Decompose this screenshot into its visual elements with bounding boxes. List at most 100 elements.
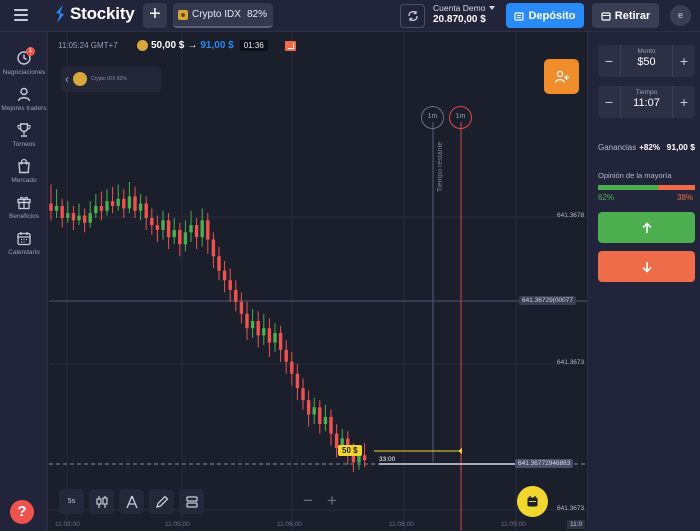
time-tick-label: 11:06:00 [277,521,302,528]
candles-type-button[interactable] [89,489,114,514]
withdraw-button[interactable]: Retirar [592,3,659,28]
sidebar-label: Negociaciones [0,69,48,76]
time-field[interactable]: Tiempo 11:07 [620,86,673,118]
pencil-icon [155,495,169,509]
crypto-coin-icon [137,40,148,51]
opinion-title: Opinión de la mayoría [598,171,671,180]
candles [49,182,366,472]
amount-field[interactable]: Monto $50 [620,45,673,77]
candle-up [189,225,192,232]
sidebar-item-calendar[interactable]: Calendario [0,230,48,256]
asset-mini-card[interactable]: ‹ Crypto IDX 82% [61,66,161,92]
menu-icon[interactable] [14,9,28,21]
add-asset-button[interactable]: + [143,3,167,28]
candle-down [234,290,237,302]
profit-label: Ganancias [598,143,636,152]
account-type: Cuenta Demo [433,3,485,13]
bet-time-label: 33:00 [379,456,395,463]
amount-stepper: − Monto $50 + [598,45,695,77]
withdraw-icon [601,11,611,21]
candle-down [290,362,293,374]
candle-down [223,271,226,281]
trade-amount: 50,00 $ [151,40,184,51]
candle-up [89,213,92,223]
compass-icon [125,495,139,509]
opinion-up-fill [598,185,658,190]
price-tick-label: 641.3678 [557,212,584,219]
wallet-icon [514,11,524,21]
deposit-button[interactable]: Depósito [506,3,584,28]
account-selector[interactable]: Cuenta Demo 20.870,00 $ [433,3,495,25]
expiry-chip[interactable]: 1m [449,106,472,129]
zoom-in-button[interactable]: + [323,493,341,511]
candlestick-chart[interactable] [49,32,587,531]
candle-down [212,240,215,257]
candle-up [173,230,176,237]
shopping-bag-icon [16,158,32,174]
time-tick-label: 11:09:00 [501,521,526,528]
timeframe-button[interactable]: 5s [59,489,84,514]
zoom-out-button[interactable]: − [299,493,317,511]
amount-value: $50 [621,56,672,68]
buy-up-button[interactable] [598,212,695,243]
switch-account-button[interactable] [400,4,425,28]
trade-panel: − Monto $50 + − Tiempo 11:07 + Ganancias… [587,32,700,531]
candle-down [178,230,181,244]
candle-up [66,213,69,218]
candle-down [245,314,248,328]
chevron-left-icon[interactable]: ‹ [65,72,69,86]
price-level-label: 641.36729(00077 [519,296,576,305]
deposit-label: Depósito [528,10,575,22]
arrow-up-icon [641,222,653,234]
logo-text: Stockity [70,4,135,24]
layout-icon [185,495,199,509]
time-increase-button[interactable]: + [673,94,695,110]
server-clock: 11:05:24 GMT+7 [58,41,118,50]
drawing-button[interactable] [149,489,174,514]
current-price-label: 641.36772946863 [515,459,573,468]
sidebar-item-benefits[interactable]: Beneficios [0,194,48,220]
sidebar-item-trades[interactable]: 1 Negociaciones [0,50,48,76]
buy-down-button[interactable] [598,251,695,282]
bet-marker[interactable]: 50 $ [338,445,362,456]
sidebar-item-tournaments[interactable]: Torneos [0,122,48,148]
timeframe-chip[interactable]: 1m [421,106,444,129]
users-icon [16,86,32,102]
add-user-button[interactable] [544,59,579,94]
trade-payout: 91,00 $ [200,40,233,51]
indicators-button[interactable] [119,489,144,514]
layout-button[interactable] [179,489,204,514]
candle-up [105,201,108,211]
candle-down [318,407,321,424]
candle-up [117,199,120,206]
sidebar-item-top-traders[interactable]: Mejores traders [0,86,48,112]
price-tick-label: 641.3673 [557,359,584,366]
user-avatar[interactable]: e [670,5,691,26]
candle-up [184,232,187,244]
candle-down [156,225,159,230]
trophy-icon [16,122,32,138]
time-stepper: − Tiempo 11:07 + [598,86,695,118]
calendar-button[interactable] [517,486,548,517]
amount-decrease-button[interactable]: − [598,53,620,69]
amount-increase-button[interactable]: + [673,53,695,69]
asset-tab-crypto-idx[interactable]: Crypto IDX 82% [173,3,273,28]
sidebar-item-market[interactable]: Mercado [0,158,48,184]
price-chart[interactable]: 11:05:24 GMT+7 50,00 $ → 91,00 $ 01:36 ‹… [49,32,587,531]
logo[interactable]: Stockity [54,4,135,24]
time-decrease-button[interactable]: − [598,94,620,110]
candle-down [240,302,243,314]
help-button[interactable]: ? [10,500,34,524]
calendar-icon [526,495,539,508]
opinion-up-percent: 62% [598,193,614,202]
candles-icon [95,495,109,509]
time-tick-label: 11:08:00 [389,521,414,528]
candle-down [61,206,64,218]
active-trade-info[interactable]: 50,00 $ → 91,00 $ 01:36 [137,40,296,51]
trend-down-icon [285,41,296,51]
crypto-coin-icon [178,10,188,20]
time-tick-label: 11:05:00 [165,521,190,528]
calendar-icon [16,230,32,246]
sidebar-label: Torneos [0,141,48,148]
